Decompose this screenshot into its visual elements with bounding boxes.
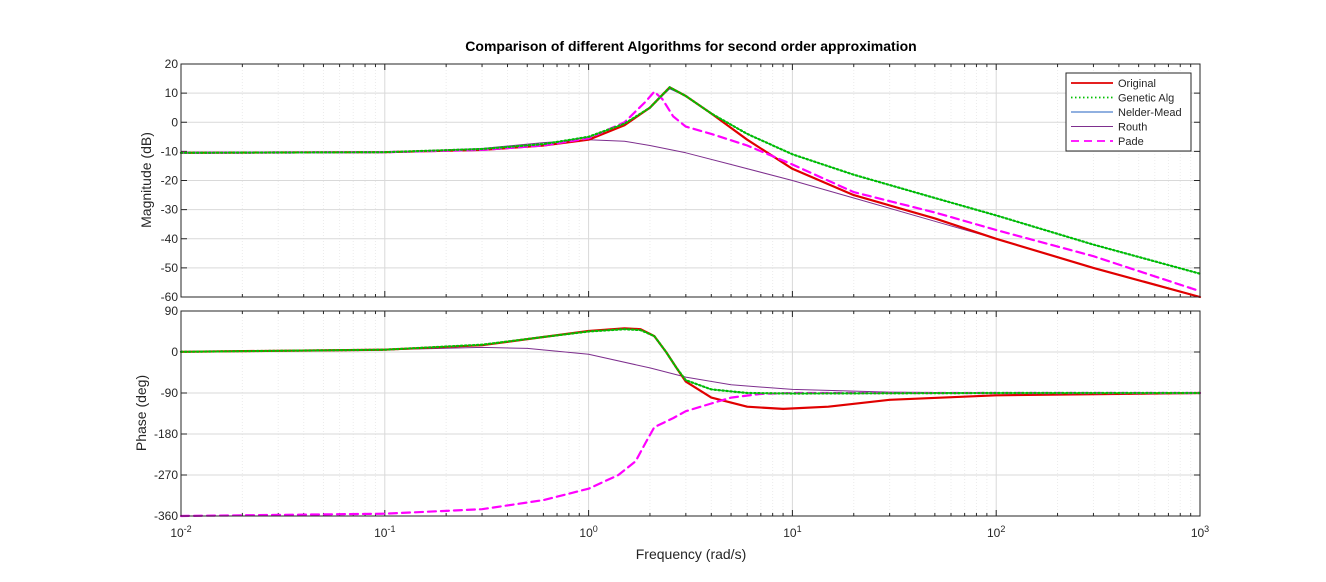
- magnitude-y-ticks: 20 10 0 -10 -20 -30 -40 -50 -60: [161, 57, 1200, 304]
- x-tick-exponent: -2: [184, 524, 192, 534]
- x-tick-label: 102: [987, 524, 1005, 540]
- y-tick-label: 0: [171, 345, 178, 359]
- x-axis-label: Frequency (rad/s): [636, 546, 746, 562]
- legend-label: Routh: [1118, 122, 1147, 134]
- x-tick-label: 10-2: [170, 524, 191, 540]
- magnitude-series: [179, 86, 1202, 299]
- legend-label: Nelder-Mead: [1118, 107, 1182, 119]
- x-tick-base: 10: [579, 526, 593, 540]
- y-tick-label: -50: [161, 261, 179, 275]
- y-tick-label: -40: [161, 232, 179, 246]
- x-tick-base: 10: [987, 526, 1001, 540]
- phase-grid: [181, 311, 1200, 516]
- y-tick-label: -10: [161, 144, 179, 158]
- y-tick-label: -270: [154, 468, 178, 482]
- x-tick-exponent: 0: [593, 524, 598, 534]
- y-tick-label: 0: [171, 115, 178, 129]
- phase-axes-box: [180, 310, 1201, 517]
- x-tick-exponent: -1: [387, 524, 395, 534]
- x-tick-base: 10: [783, 526, 797, 540]
- y-tick-label: 20: [165, 57, 179, 71]
- x-tick-exponent: 2: [1000, 524, 1005, 534]
- y-tick-label: 10: [165, 86, 179, 100]
- x-tick-labels: 10-2 10-1 100 101 102 103: [170, 524, 1209, 540]
- x-tick-base: 10: [374, 526, 388, 540]
- magnitude-panel: 20 10 0 -10 -20 -30 -40 -50 -60 Magnitude (dB): [138, 57, 1202, 304]
- phase-panel: 90 0 -90 -180 -270 -360 Phase (deg): [133, 304, 1202, 523]
- x-tick-label: 103: [1191, 524, 1209, 540]
- magnitude-ylabel: Magnitude (dB): [138, 132, 154, 228]
- x-tick-base: 10: [1191, 526, 1205, 540]
- phase-plot-area: [181, 311, 1200, 516]
- x-tick-exponent: 3: [1204, 524, 1209, 534]
- magnitude-axes-box: [180, 63, 1201, 298]
- y-tick-label: 90: [165, 304, 179, 318]
- y-tick-label: -60: [161, 290, 179, 304]
- x-tick-label: 10-1: [374, 524, 395, 540]
- x-tick-exponent: 1: [797, 524, 802, 534]
- y-tick-label: -20: [161, 174, 179, 188]
- legend-label: Original: [1118, 78, 1156, 90]
- phase-ylabel: Phase (deg): [133, 375, 149, 451]
- series-line-genetic-alg: [179, 328, 1202, 395]
- x-tick-label: 101: [783, 524, 801, 540]
- y-tick-label: -360: [154, 509, 178, 523]
- series-line-genetic-alg: [179, 86, 1202, 275]
- y-tick-label: -180: [154, 427, 178, 441]
- legend-label: Genetic Alg: [1118, 93, 1174, 105]
- legend-label: Pade: [1118, 136, 1144, 148]
- y-tick-label: -90: [161, 386, 179, 400]
- phase-y-ticks: 90 0 -90 -180 -270 -360: [154, 304, 1200, 523]
- x-tick-base: 10: [170, 526, 184, 540]
- chart-title: Comparison of different Algorithms for s…: [465, 38, 916, 54]
- magnitude-grid: [181, 64, 1200, 297]
- phase-series: [179, 327, 1202, 518]
- legend: Original Genetic Alg Nelder-Mead Routh Pade: [1065, 72, 1192, 152]
- y-tick-label: -30: [161, 203, 179, 217]
- series-line-pade: [179, 90, 1202, 293]
- x-tick-label: 100: [579, 524, 597, 540]
